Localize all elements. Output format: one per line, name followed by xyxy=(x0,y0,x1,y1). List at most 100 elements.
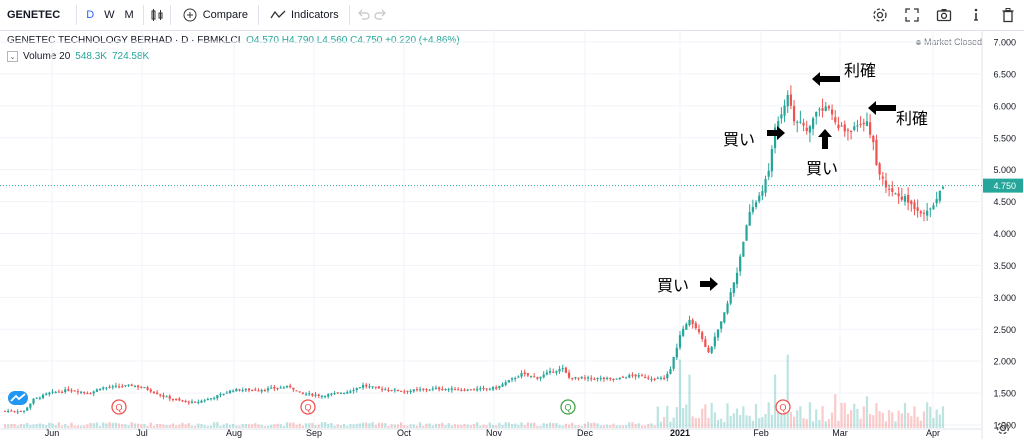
volume-bar xyxy=(545,423,548,428)
candle-body xyxy=(818,109,821,111)
volume-bar xyxy=(152,425,156,428)
candle-body xyxy=(780,114,783,119)
candle-body xyxy=(98,388,102,391)
candle-body xyxy=(602,377,606,379)
volume-bar xyxy=(263,425,266,428)
candle-body xyxy=(162,395,165,397)
y-tick-label: 6.500 xyxy=(993,69,1016,79)
volume-bar xyxy=(609,425,612,428)
camera-icon[interactable] xyxy=(935,6,953,24)
volume-bar xyxy=(872,415,875,428)
volume-bar xyxy=(650,423,653,428)
volume-bar xyxy=(419,422,422,428)
trash-icon[interactable] xyxy=(999,6,1017,24)
interval-week[interactable]: W xyxy=(104,9,115,21)
candle-body xyxy=(127,384,130,386)
info-icon[interactable] xyxy=(967,6,985,24)
volume-bar xyxy=(41,424,45,428)
legend-high: H4.790 xyxy=(281,35,314,46)
volume-bar xyxy=(656,406,659,428)
candle-body xyxy=(330,393,333,395)
volume-bar xyxy=(45,425,48,428)
volume-bar xyxy=(257,424,260,428)
volume-bar xyxy=(926,402,929,428)
candle-body xyxy=(713,336,716,347)
volume-bar xyxy=(285,422,289,428)
interval-month[interactable]: M xyxy=(124,9,134,21)
volume-bar xyxy=(488,422,491,428)
indicators-button[interactable]: Indicators xyxy=(263,6,345,24)
volume-bar xyxy=(425,423,428,428)
toolbar-divider xyxy=(348,5,350,25)
volume-bar xyxy=(691,416,694,428)
candle-body xyxy=(235,389,238,392)
volume-bar xyxy=(938,414,941,428)
candle-body xyxy=(111,386,114,388)
candle-body xyxy=(13,411,16,413)
candle-body xyxy=(891,188,894,193)
volume-bar xyxy=(133,423,137,428)
volume-bar xyxy=(640,425,644,428)
toolbar-divider xyxy=(169,5,171,25)
volume-bar xyxy=(561,425,564,428)
volume-bar xyxy=(377,422,381,428)
volume-bar xyxy=(523,425,526,428)
candle-body xyxy=(875,139,878,165)
candle-body xyxy=(685,323,688,330)
volume-bar xyxy=(368,423,371,428)
volume-bar xyxy=(149,422,152,428)
volume-bar xyxy=(605,424,609,428)
collapse-toggle-icon[interactable]: ⌄ xyxy=(7,51,18,62)
volume-bar xyxy=(317,424,320,428)
candle-body xyxy=(821,108,824,111)
symbol-search[interactable]: GENETEC xyxy=(7,9,61,21)
volume-bar xyxy=(827,419,831,428)
volume-bar xyxy=(476,422,479,428)
candle-body xyxy=(476,388,479,391)
volume-bar xyxy=(533,422,536,428)
candle-body xyxy=(596,378,599,380)
volume-bar xyxy=(57,422,60,428)
interval-day[interactable]: D xyxy=(86,9,95,21)
fullscreen-icon[interactable] xyxy=(903,6,921,24)
candle-body xyxy=(533,376,536,378)
earnings-marker-label: Q xyxy=(115,403,122,413)
undo-icon[interactable] xyxy=(354,6,372,24)
volume-bar xyxy=(76,425,79,428)
toolbar-right xyxy=(864,0,1024,30)
volume-bar xyxy=(520,422,523,428)
candle-body xyxy=(333,393,336,395)
x-tick-label: Dec xyxy=(577,428,594,438)
candle-body xyxy=(368,386,371,388)
arrow-profit-2-icon xyxy=(868,101,896,115)
volume-bar xyxy=(745,415,748,428)
volume-bar xyxy=(102,422,105,428)
chart-settings-icon[interactable] xyxy=(995,420,1011,436)
candle-body xyxy=(159,394,162,396)
volume-bar xyxy=(773,374,777,428)
volume-bar xyxy=(666,405,669,428)
volume-bar xyxy=(190,425,194,428)
candle-body xyxy=(453,389,457,391)
candles-icon[interactable] xyxy=(148,6,166,24)
candle-body xyxy=(843,124,846,132)
candle-body xyxy=(60,391,64,393)
volume-bar xyxy=(830,412,834,428)
earnings-marker xyxy=(111,399,127,415)
candle-body xyxy=(428,389,431,391)
redo-icon[interactable] xyxy=(372,6,390,24)
tradingview-logo[interactable] xyxy=(8,391,28,405)
candle-body xyxy=(751,207,754,212)
gear-icon[interactable] xyxy=(871,6,889,24)
volume-bar xyxy=(89,422,92,428)
volume-bar xyxy=(834,394,837,428)
candle-body xyxy=(197,402,200,404)
candle-body xyxy=(859,124,862,126)
candle-body xyxy=(472,389,476,391)
candle-body xyxy=(390,390,393,392)
volume-bar xyxy=(577,425,580,428)
compare-button[interactable]: Compare xyxy=(175,6,254,24)
candle-body xyxy=(571,377,574,379)
candle-body xyxy=(498,385,501,389)
